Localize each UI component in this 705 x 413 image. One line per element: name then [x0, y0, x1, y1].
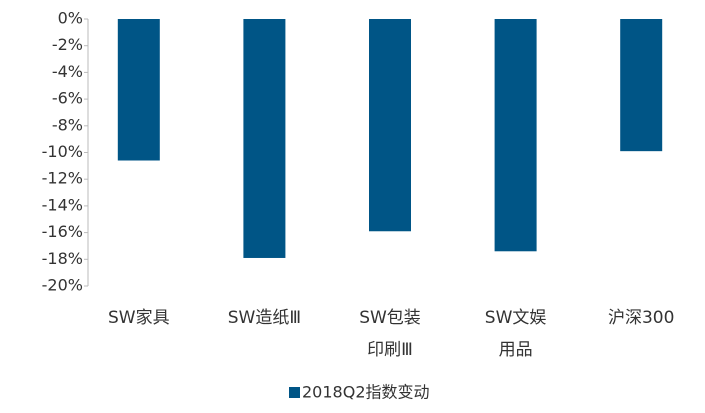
y-tick-label: -10% — [42, 142, 83, 161]
bar — [620, 19, 663, 152]
y-tick-label: -20% — [42, 276, 83, 295]
y-tick-label: -4% — [52, 62, 83, 81]
y-tick-label: -14% — [42, 195, 83, 214]
x-tick-label: 沪深300 — [608, 308, 674, 328]
y-tick-label: 0% — [58, 9, 83, 28]
legend-label: 2018Q2指数变动 — [302, 383, 430, 402]
y-tick-label: -12% — [42, 169, 83, 188]
x-tick-label: 印刷Ⅲ — [367, 340, 413, 360]
bar — [117, 19, 160, 161]
y-tick-label: -16% — [42, 222, 83, 241]
x-tick-label: SW家具 — [108, 308, 170, 328]
x-tick-label: SW造纸Ⅲ — [228, 308, 301, 328]
bar — [243, 19, 286, 258]
y-tick-label: -18% — [42, 249, 83, 268]
x-tick-label: SW文娱 — [485, 308, 547, 328]
legend-swatch — [289, 387, 300, 398]
bar — [369, 19, 411, 232]
y-tick-label: -8% — [52, 115, 83, 134]
y-tick-label: -6% — [52, 89, 83, 108]
x-tick-label: SW包装 — [359, 308, 421, 328]
x-tick-label: 用品 — [499, 340, 533, 360]
bar — [494, 19, 537, 252]
y-tick-label: -2% — [52, 35, 83, 54]
